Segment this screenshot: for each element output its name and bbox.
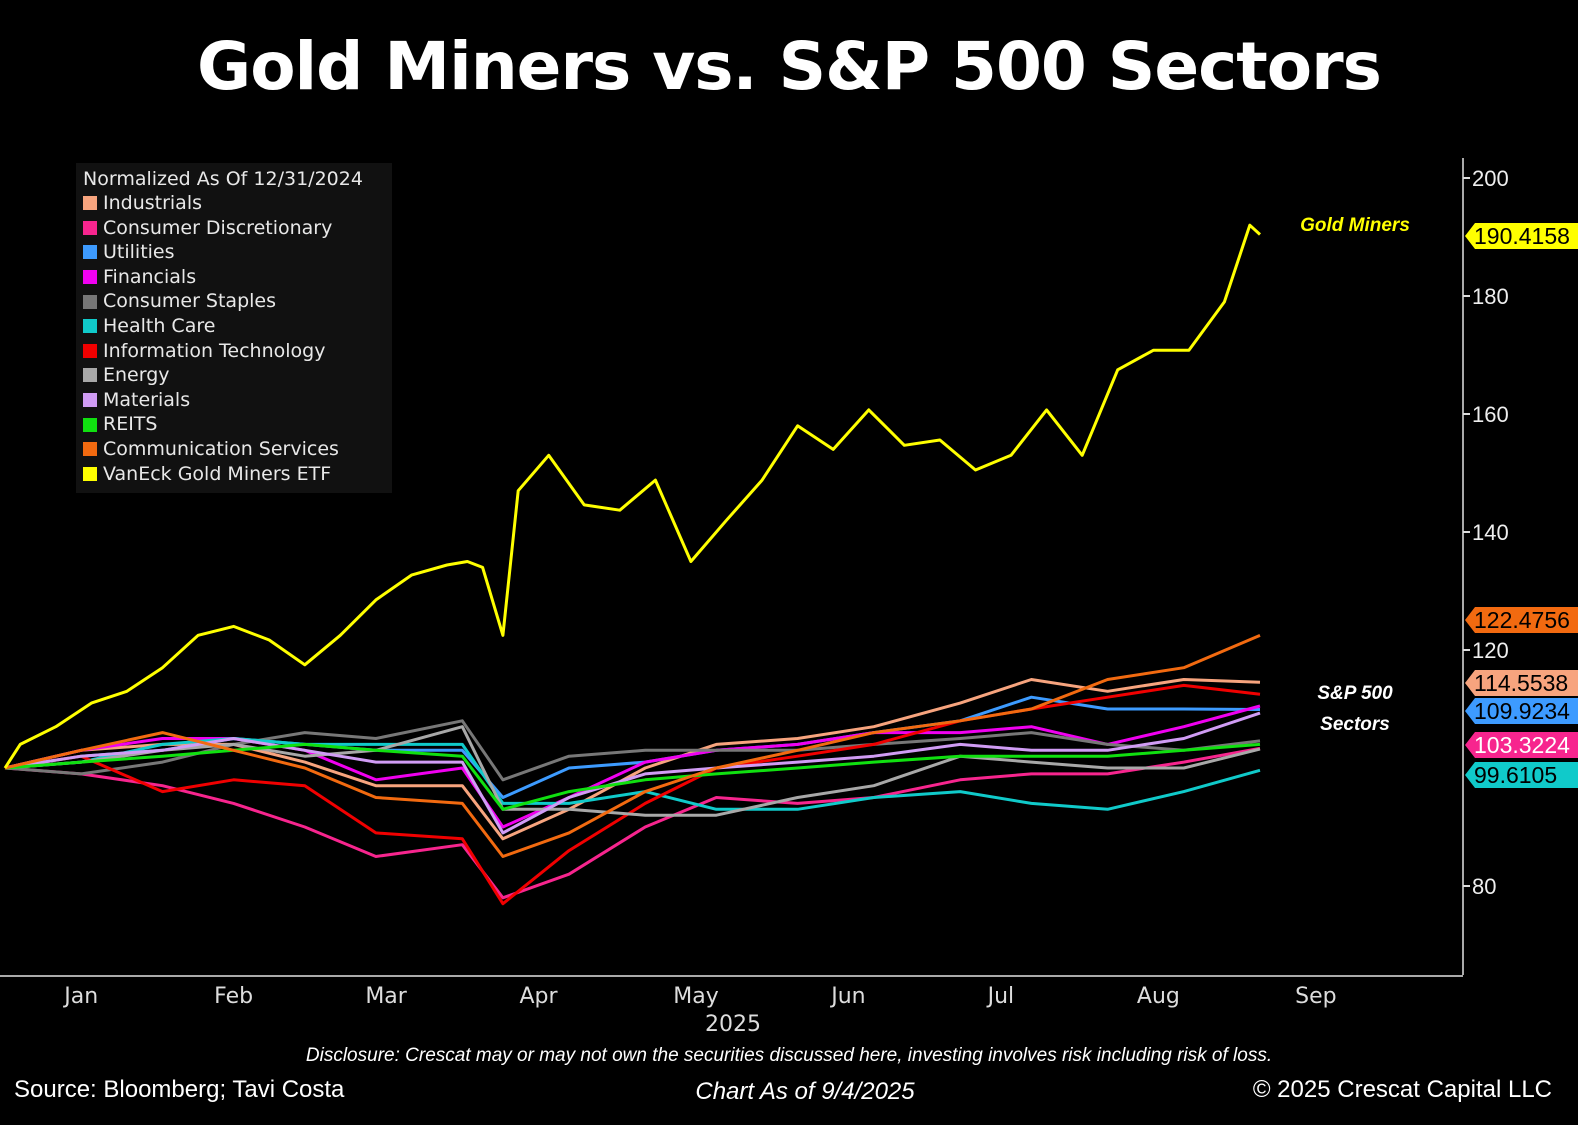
last-value-tag: 109.9234 [1465,698,1578,724]
x-tick-label: Jun [829,984,865,1009]
x-tick-label: Feb [214,984,253,1009]
legend-swatch [83,368,97,383]
legend-item: Energy [83,363,392,388]
disclosure: Disclosure: Crescat may or may not own t… [305,1045,1273,1066]
last-value-tag: 99.6105 [1465,762,1578,788]
x-tick-label: Jul [986,984,1015,1009]
last-value-label: 99.6105 [1474,762,1557,788]
last-value-label: 122.4756 [1474,607,1570,633]
sectors-annotation-line1: S&P 500 [1317,683,1393,704]
legend-swatch [83,319,97,334]
legend-label: Health Care [103,314,216,337]
legend-label: Energy [103,364,170,387]
x-tick-label: Jan [62,984,98,1009]
x-ticks: Jan Feb Mar Apr May Jun Jul Aug Sep [62,984,1336,1009]
y-ticks: 80 120 140 160 180 200 [1463,166,1509,899]
legend-label: Information Technology [103,339,326,362]
last-value-label: 114.5538 [1474,670,1568,696]
x-tick-label: Sep [1295,984,1336,1009]
legend-label: Materials [103,388,191,411]
legend-item: Consumer Staples [83,289,392,314]
legend-label: Financials [103,265,197,288]
legend-swatch [83,245,97,260]
legend-swatch [83,417,97,432]
legend-swatch [83,196,97,211]
last-value-tags: 114.5538 103.3224 109.9234 99.6105 122.4756 1… [1465,223,1578,788]
legend-title: Normalized As Of 12/31/2024 [83,168,363,190]
last-value-tag: 114.5538 [1465,670,1578,696]
legend-item: Financials [83,265,392,290]
last-value-label: 109.9234 [1474,698,1570,724]
series-line-information-technology [4,683,1261,906]
x-tick-label: May [673,984,718,1009]
x-tick-label: Mar [365,984,407,1009]
x-tick-label: Aug [1137,984,1180,1009]
series-line-communication-services [4,634,1261,858]
legend-label: REITS [103,413,158,436]
y-tick-label: 120 [1472,638,1509,663]
legend-swatch [83,294,97,309]
last-value-label: 190.4158 [1474,223,1570,249]
source: Source: Bloomberg; Tavi Costa [14,1076,345,1103]
sectors-annotation-line2: Sectors [1320,714,1390,735]
series-lines [3,223,1262,906]
legend-label: Industrials [103,192,203,214]
legend-item: VanEck Gold Miners ETF [83,462,392,487]
legend-swatch [83,343,97,358]
legend-item: Consumer Discretionary [83,216,392,241]
legend-swatch [83,393,97,408]
y-tick-label: 200 [1472,166,1509,191]
legend-swatch [83,270,97,285]
legend-item: Health Care [83,314,392,339]
last-value-tag: 122.4756 [1465,607,1578,633]
legend-item: Communication Services [83,437,392,462]
y-tick-label: 180 [1472,284,1509,309]
legend-item: Industrials [83,191,392,216]
series-line-reits [4,742,1261,811]
legend-label: VanEck Gold Miners ETF [103,462,332,485]
gold-miners-annotation: Gold Miners [1300,215,1410,236]
legend-label: Consumer Discretionary [103,216,333,239]
legend-swatch [83,442,97,457]
y-tick-label: 140 [1472,520,1509,545]
copyright: © 2025 Crescat Capital LLC [1252,1076,1552,1103]
series-line-consumer-discretionary [4,746,1261,900]
last-value-label: 103.3224 [1474,732,1570,758]
last-value-tag: 103.3224 [1465,732,1578,758]
y-tick-label: 80 [1472,874,1496,899]
legend-label: Utilities [103,241,175,264]
legend-item: Materials [83,388,392,413]
series-line-vaneck-gold-miners-etf [3,223,1262,769]
legend: Normalized As Of 12/31/2024 Industrials C… [76,163,392,493]
legend-swatch [83,466,97,481]
sectors-annotation: S&P 500 Sectors [1290,678,1420,740]
chart-date: Chart As of 9/4/2025 [695,1078,915,1105]
legend-label: Consumer Staples [103,290,277,313]
x-axis-label: 2025 [705,1012,761,1037]
legend-label: Communication Services [103,437,339,460]
legend-item: Information Technology [83,339,392,364]
x-tick-label: Apr [519,984,558,1009]
legend-swatch [83,220,97,235]
chart-title: Gold Miners vs. S&P 500 Sectors [197,28,1382,105]
last-value-tag: 190.4158 [1465,223,1578,249]
y-tick-label: 160 [1472,402,1509,427]
legend-item: Utilities [83,240,392,265]
legend-item: REITS [83,412,392,437]
